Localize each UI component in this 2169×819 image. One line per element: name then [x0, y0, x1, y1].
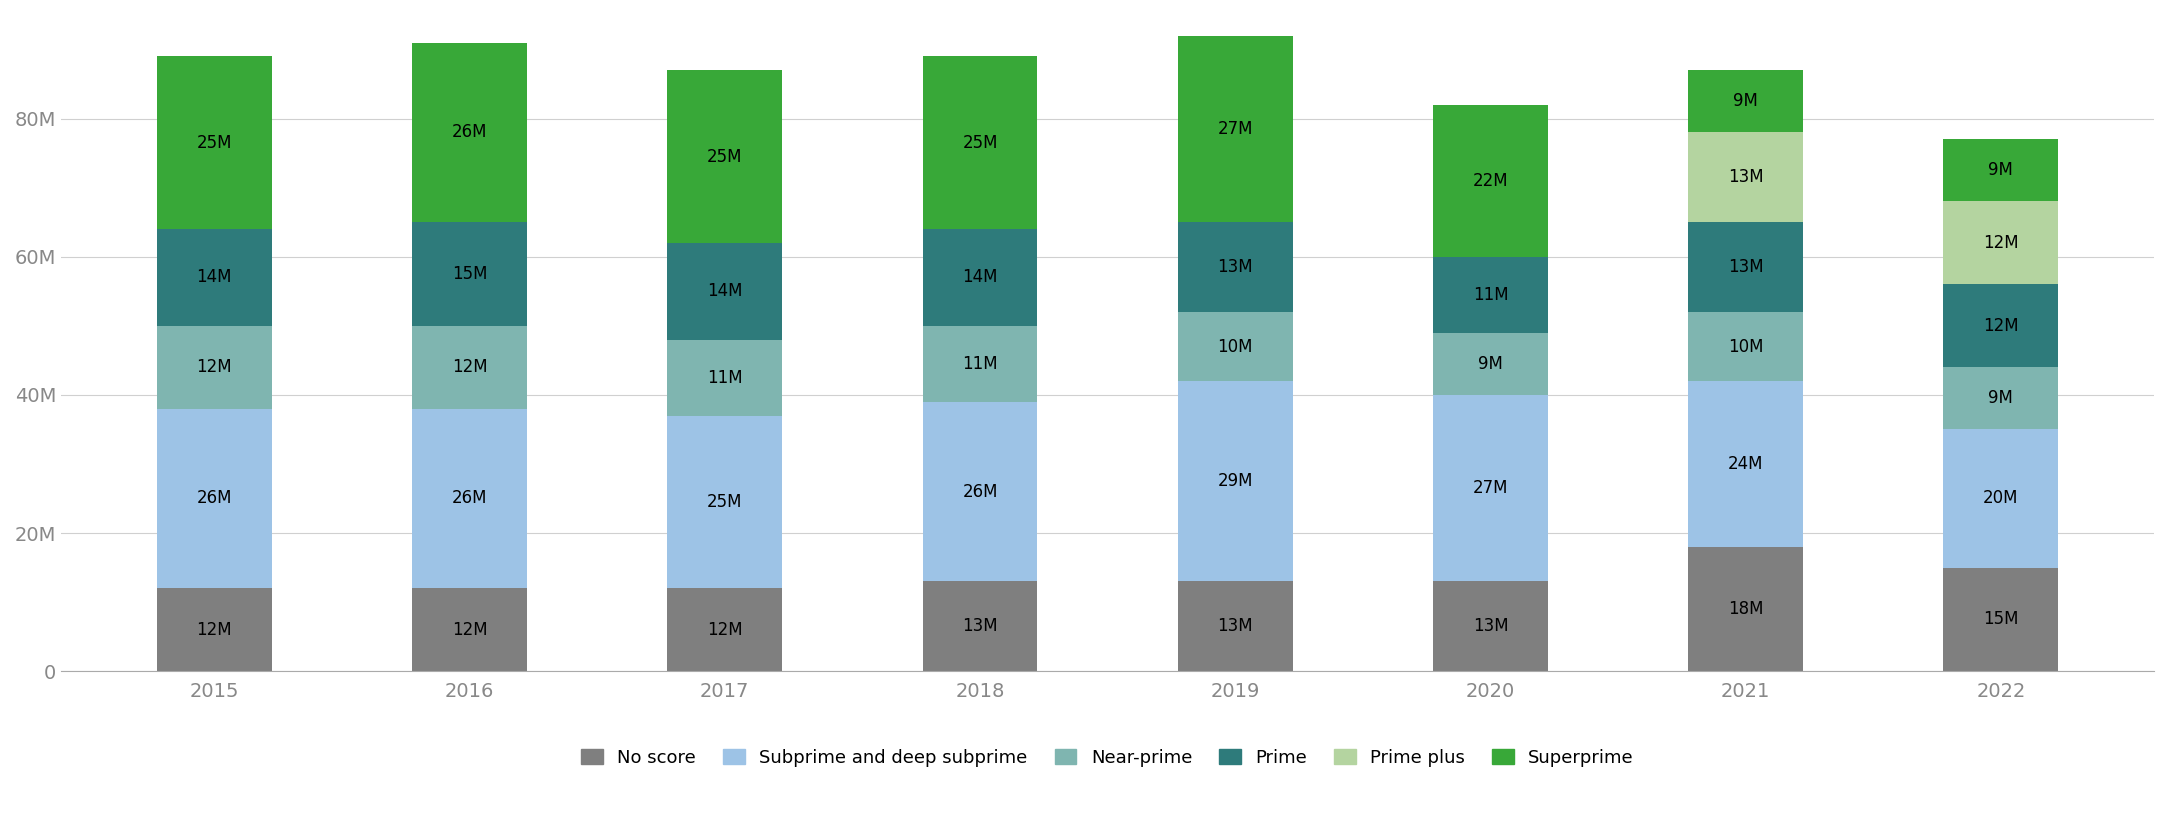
Bar [1687, 133, 1802, 222]
Bar [156, 409, 271, 588]
Text: 13M: 13M [1217, 618, 1254, 636]
Text: 25M: 25M [707, 493, 742, 511]
Text: 18M: 18M [1729, 600, 1763, 618]
Bar [412, 326, 527, 409]
Text: 12M: 12M [197, 358, 232, 376]
Text: 25M: 25M [707, 147, 742, 165]
Bar [156, 588, 271, 672]
Bar [412, 43, 527, 222]
Text: 26M: 26M [451, 124, 488, 142]
Text: 25M: 25M [197, 133, 232, 152]
Text: 12M: 12M [451, 621, 488, 639]
Text: 12M: 12M [1982, 317, 2019, 335]
Text: 27M: 27M [1473, 479, 1507, 497]
Bar [1943, 284, 2058, 367]
Text: 14M: 14M [963, 269, 998, 287]
Bar [1687, 381, 1802, 547]
Text: 13M: 13M [1217, 258, 1254, 276]
Bar [668, 588, 783, 672]
Text: 13M: 13M [1473, 618, 1507, 636]
Text: 27M: 27M [1217, 120, 1254, 138]
Bar [412, 222, 527, 326]
Bar [668, 243, 783, 340]
Text: 29M: 29M [1217, 473, 1254, 491]
Bar [1434, 581, 1549, 672]
Bar [1178, 222, 1293, 312]
Bar [1687, 222, 1802, 312]
Text: 10M: 10M [1217, 337, 1254, 355]
Text: 9M: 9M [1989, 161, 2013, 179]
Bar [1434, 256, 1549, 333]
Text: 15M: 15M [451, 265, 488, 283]
Bar [1178, 36, 1293, 222]
Bar [1943, 367, 2058, 429]
Bar [922, 402, 1037, 581]
Text: 20M: 20M [1982, 490, 2019, 508]
Bar [1434, 333, 1549, 395]
Bar [1178, 581, 1293, 672]
Bar [668, 340, 783, 415]
Text: 25M: 25M [963, 133, 998, 152]
Text: 9M: 9M [1989, 389, 2013, 407]
Bar [668, 415, 783, 588]
Bar [1943, 429, 2058, 568]
Text: 14M: 14M [197, 269, 232, 287]
Text: 9M: 9M [1733, 93, 1759, 111]
Bar [156, 326, 271, 409]
Bar [1434, 105, 1549, 256]
Text: 11M: 11M [1473, 286, 1507, 304]
Bar [922, 581, 1037, 672]
Bar [1178, 312, 1293, 381]
Bar [1687, 547, 1802, 672]
Text: 13M: 13M [1729, 258, 1763, 276]
Text: 14M: 14M [707, 283, 742, 301]
Text: 12M: 12M [1982, 234, 2019, 252]
Text: 12M: 12M [451, 358, 488, 376]
Bar [922, 57, 1037, 229]
Bar [1178, 381, 1293, 581]
Text: 12M: 12M [197, 621, 232, 639]
Bar [1943, 568, 2058, 672]
Bar [1943, 201, 2058, 284]
Text: 26M: 26M [197, 490, 232, 508]
Bar [1687, 312, 1802, 381]
Bar [156, 57, 271, 229]
Text: 26M: 26M [963, 482, 998, 500]
Text: 26M: 26M [451, 490, 488, 508]
Bar [412, 409, 527, 588]
Text: 13M: 13M [963, 618, 998, 636]
Bar [922, 229, 1037, 326]
Bar [922, 326, 1037, 402]
Bar [1687, 70, 1802, 133]
Text: 24M: 24M [1729, 455, 1763, 473]
Text: 12M: 12M [707, 621, 742, 639]
Text: 11M: 11M [707, 369, 742, 387]
Text: 10M: 10M [1729, 337, 1763, 355]
Text: 11M: 11M [963, 355, 998, 373]
Text: 22M: 22M [1473, 172, 1507, 190]
Text: 13M: 13M [1729, 169, 1763, 186]
Bar [1943, 139, 2058, 201]
Text: 15M: 15M [1982, 610, 2019, 628]
Bar [668, 70, 783, 243]
Bar [1434, 395, 1549, 581]
Bar [412, 588, 527, 672]
Bar [156, 229, 271, 326]
Legend: No score, Subprime and deep subprime, Near-prime, Prime, Prime plus, Superprime: No score, Subprime and deep subprime, Ne… [581, 749, 1633, 767]
Text: 9M: 9M [1477, 355, 1503, 373]
